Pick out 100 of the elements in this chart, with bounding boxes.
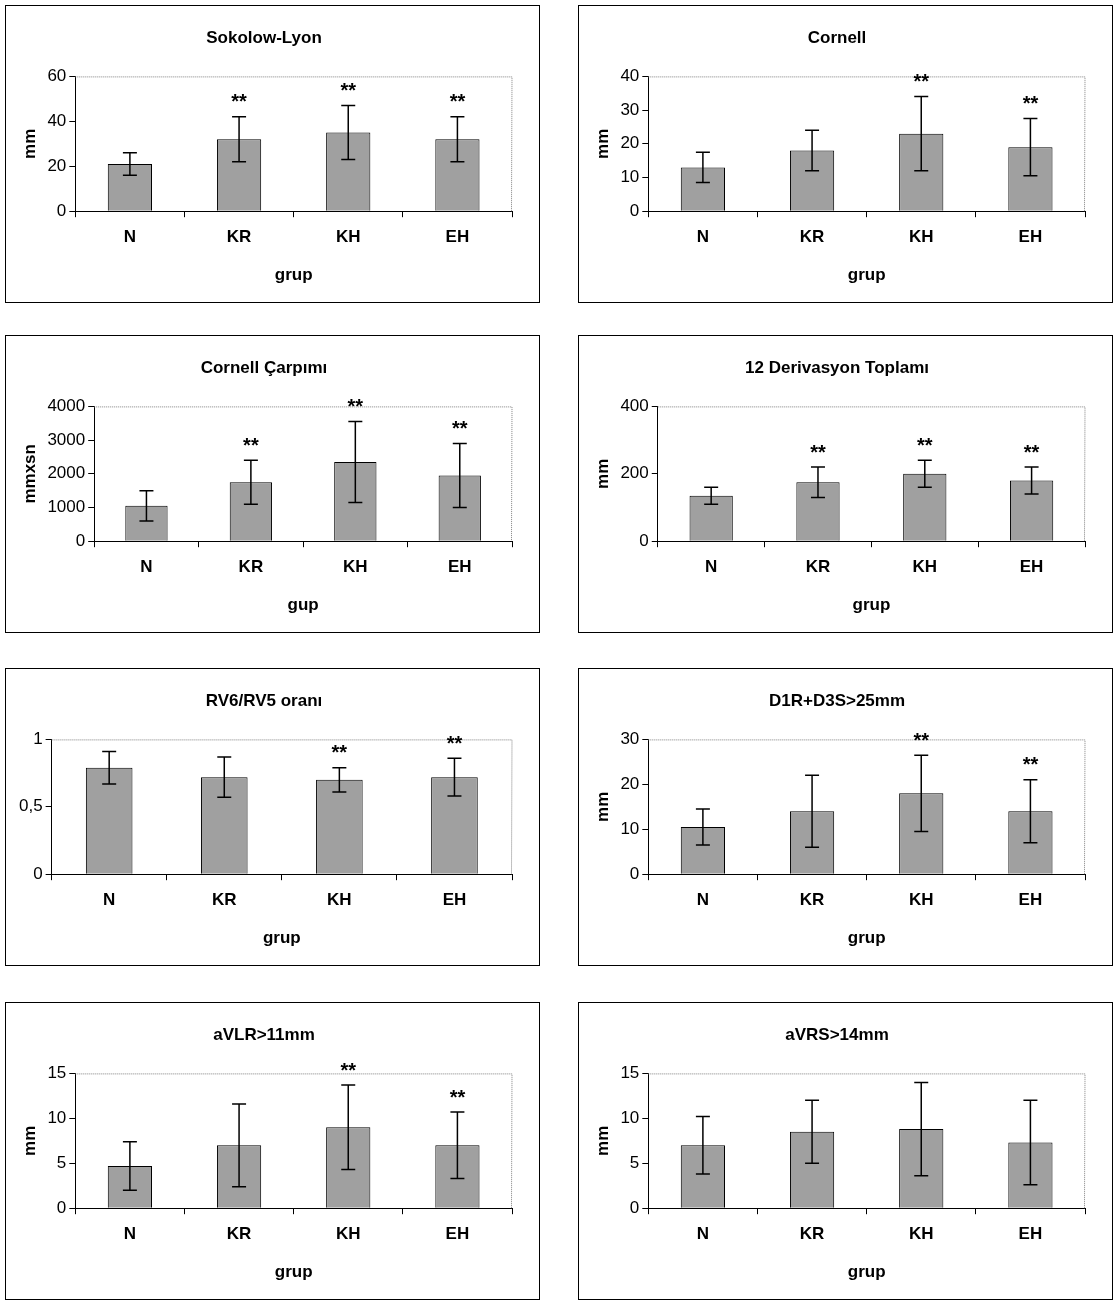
y-axis-title: mm — [19, 1125, 39, 1156]
x-tick-label: N — [140, 557, 153, 577]
y-tick-label: 0 — [629, 863, 640, 883]
y-tick-label: 10 — [620, 1108, 640, 1128]
y-tick-label: 2000 — [47, 463, 86, 483]
x-tick-label: KH — [908, 227, 934, 247]
x-tick-label: N — [103, 890, 116, 910]
y-tick-label: 10 — [47, 1108, 67, 1128]
y-tick-label: 10 — [620, 818, 640, 838]
annotation: ** — [913, 70, 930, 93]
x-axis-title: gup — [287, 595, 319, 615]
y-axis-title: mm — [19, 128, 39, 159]
x-tick-label: EH — [1018, 890, 1043, 910]
y-tick-label: 1000 — [47, 497, 86, 517]
x-tick-label: N — [705, 557, 718, 577]
y-tick-label: 0,5 — [18, 796, 43, 816]
y-tick-label: 5 — [629, 1152, 640, 1172]
annotation: ** — [917, 433, 933, 456]
y-tick-label: 4000 — [47, 396, 86, 416]
x-tick-label: KH — [908, 890, 934, 910]
y-tick-label: 0 — [56, 1197, 67, 1217]
x-tick-label: EH — [445, 1224, 470, 1244]
y-tick-label: 10 — [620, 167, 640, 187]
annotation: ** — [451, 416, 468, 439]
x-tick-label: EH — [447, 557, 472, 577]
x-axis-title: grup — [262, 928, 301, 948]
x-tick-label: KH — [327, 890, 352, 910]
x-axis-title: grup — [274, 1262, 313, 1282]
x-tick-label: KH — [912, 557, 938, 577]
annotation: ** — [913, 728, 930, 751]
y-tick-label: 3000 — [47, 429, 86, 449]
x-tick-label: KR — [799, 1224, 825, 1244]
y-tick-label: 15 — [47, 1063, 67, 1083]
y-tick-label: 0 — [639, 530, 649, 550]
annotation: ** — [340, 1058, 357, 1081]
x-tick-label: N — [696, 1224, 710, 1244]
chart-title: Sokolow-Lyon — [206, 27, 322, 47]
y-tick-label: 15 — [620, 1063, 640, 1083]
y-tick-label: 5 — [56, 1152, 67, 1172]
y-tick-label: 40 — [620, 66, 640, 86]
annotation: ** — [449, 1085, 466, 1108]
annotation: ** — [243, 433, 259, 456]
x-tick-label: EH — [442, 890, 467, 910]
x-tick-label: KH — [335, 227, 361, 247]
y-axis-title: mm — [592, 458, 612, 489]
chart-title: Cornell — [807, 27, 867, 47]
x-axis-title: grup — [847, 265, 886, 285]
annotation: ** — [1022, 92, 1039, 115]
y-tick-label: 0 — [629, 1197, 640, 1217]
y-tick-label: 0 — [629, 200, 640, 220]
chart-title: D1R+D3S>25mm — [768, 690, 906, 710]
chart-title: aVRS>14mm — [785, 1024, 889, 1044]
x-axis-title: grup — [847, 1262, 886, 1282]
y-tick-label: 20 — [620, 133, 640, 153]
x-axis-title: grup — [847, 928, 886, 948]
y-tick-label: 1 — [33, 729, 43, 749]
x-tick-label: N — [123, 1224, 137, 1244]
annotation: ** — [810, 440, 826, 463]
x-tick-label: KR — [799, 227, 825, 247]
x-tick-label: KR — [799, 890, 825, 910]
annotation: ** — [449, 90, 466, 113]
y-tick-label: 0 — [33, 863, 43, 883]
annotation: ** — [446, 731, 463, 754]
x-tick-label: EH — [1018, 227, 1043, 247]
chart-title: aVLR>11mm — [213, 1024, 315, 1044]
x-tick-label: N — [696, 227, 710, 247]
y-tick-label: 40 — [47, 111, 67, 131]
x-tick-label: N — [696, 890, 710, 910]
annotation: ** — [231, 90, 248, 113]
x-tick-label: N — [123, 227, 137, 247]
y-axis-title: mm — [592, 791, 612, 822]
y-tick-label: 400 — [620, 396, 649, 416]
x-tick-label: EH — [1018, 1224, 1043, 1244]
x-tick-label: KR — [238, 557, 264, 577]
x-tick-label: KH — [335, 1224, 361, 1244]
y-axis-title: mm — [592, 128, 612, 159]
y-tick-label: 30 — [620, 99, 640, 119]
chart-title: RV6/RV5 oranı — [205, 690, 323, 710]
x-axis-title: grup — [274, 265, 313, 285]
y-tick-label: 30 — [620, 729, 640, 749]
y-axis-title: mm — [592, 1125, 612, 1156]
x-tick-label: KR — [211, 890, 237, 910]
annotation: ** — [1022, 753, 1039, 776]
x-tick-label: EH — [445, 227, 470, 247]
x-tick-label: KR — [805, 557, 831, 577]
chart-title: Cornell Çarpımı — [200, 357, 328, 377]
x-tick-label: EH — [1019, 557, 1044, 577]
y-tick-label: 20 — [47, 155, 67, 175]
y-axis-title: mmxsn — [19, 444, 39, 504]
annotation: ** — [1023, 440, 1040, 463]
chart-title: 12 Derivasyon Toplamı — [745, 357, 929, 377]
y-tick-label: 60 — [47, 66, 67, 86]
annotation: ** — [347, 395, 364, 418]
x-tick-label: KR — [226, 227, 252, 247]
y-tick-label: 20 — [620, 774, 640, 794]
annotation: ** — [331, 741, 348, 764]
x-tick-label: KR — [226, 1224, 252, 1244]
x-tick-label: KH — [343, 557, 368, 577]
x-tick-label: KH — [908, 1224, 934, 1244]
annotation: ** — [340, 79, 357, 102]
